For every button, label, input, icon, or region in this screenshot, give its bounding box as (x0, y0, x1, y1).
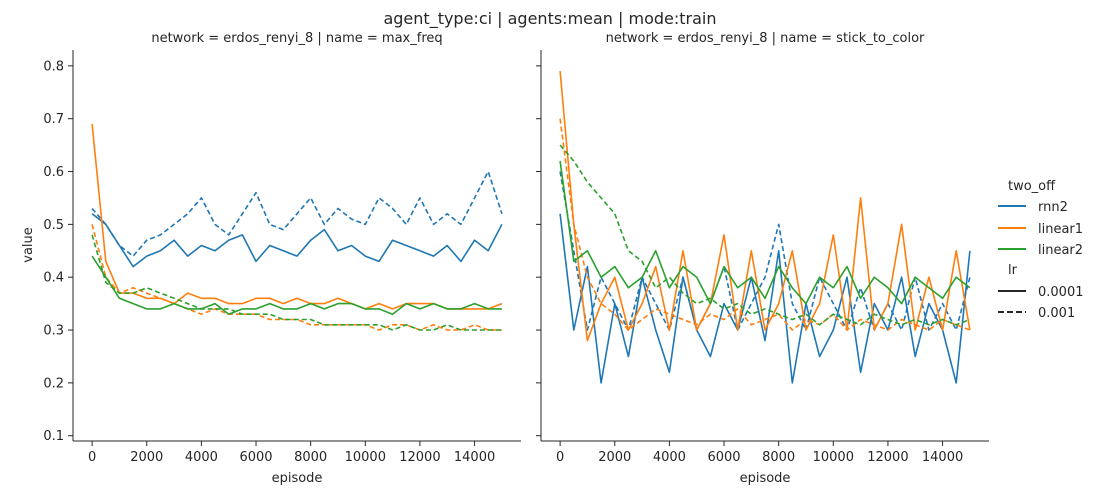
panel-max-freq-xlabel: episode (272, 471, 323, 486)
series-line-rnn2-lr-0.0001 (559, 213, 971, 384)
series-line-linear1-lr-0.0001 (559, 71, 971, 342)
x-tick-label: 4000 (653, 450, 686, 465)
series-line-linear2-lr-0.001 (559, 144, 971, 326)
legend-style-title: lr (1008, 263, 1018, 278)
series-line-linear1-lr-0.001 (91, 224, 502, 331)
x-tick-label: 10000 (345, 450, 386, 465)
legend-label-lr-0.001: 0.001 (1038, 306, 1075, 321)
y-tick-label: 0.1 (43, 429, 64, 444)
x-tick-label: 12000 (399, 450, 440, 465)
x-tick-label: 10000 (813, 450, 854, 465)
panel-stick-to-color-title: network = erdos_renyi_8 | name = stick_t… (606, 31, 925, 46)
x-tick-label: 8000 (294, 450, 327, 465)
panel-max-freq-axes: 0 2000 4000 6000 8000 10000 12000 14000 0.1 0.2 0.… (43, 50, 521, 465)
panel-stick-to-color-series (559, 71, 971, 384)
figure-suptitle: agent_type:ci | agents:mean | mode:train (383, 9, 716, 29)
series-line-linear1-lr-0.001 (559, 118, 971, 331)
legend-label-linear1: linear1 (1038, 222, 1083, 237)
x-tick-label: 2000 (598, 450, 631, 465)
legend-label-rnn2: rnn2 (1038, 200, 1068, 215)
y-tick-label: 0.3 (43, 324, 64, 339)
x-tick-label: 6000 (707, 450, 740, 465)
panel-stick-to-color: network = erdos_renyi_8 | name = stick_t… (536, 31, 989, 486)
y-tick-label: 0.4 (43, 271, 64, 286)
y-tick-label: 0.5 (43, 218, 64, 233)
y-tick-label: 0.8 (43, 59, 64, 74)
x-tick-label: 4000 (185, 450, 218, 465)
series-line-rnn2-lr-0.001 (91, 170, 503, 257)
series-line-linear2-lr-0.0001 (559, 160, 971, 305)
legend-label-linear2: linear2 (1038, 243, 1083, 258)
x-tick-label: 6000 (239, 450, 272, 465)
x-tick-label: 0 (556, 450, 564, 465)
y-tick-label: 0.6 (43, 165, 64, 180)
x-tick-label: 8000 (762, 450, 795, 465)
x-tick-label: 0 (88, 450, 96, 465)
panel-max-freq-title: network = erdos_renyi_8 | name = max_fre… (151, 31, 442, 46)
x-tick-label: 14000 (922, 450, 963, 465)
legend-label-lr-0.0001: 0.0001 (1038, 285, 1084, 300)
legend: two_off rnn2 linear1 linear2 lr 0.0001 0… (998, 179, 1084, 321)
x-tick-label: 14000 (454, 450, 495, 465)
panel-stick-to-color-axes: 0 2000 4000 6000 8000 10000 12000 14000 (536, 50, 989, 465)
series-line-linear2-lr-0.0001 (91, 255, 502, 316)
y-tick-label: 0.7 (43, 112, 64, 127)
legend-hue-title: two_off (1008, 179, 1056, 194)
panel-max-freq-ylabel: value (21, 227, 36, 263)
panel-stick-to-color-xlabel: episode (740, 471, 791, 486)
series-line-linear2-lr-0.001 (91, 234, 502, 331)
series-line-linear1-lr-0.0001 (91, 123, 503, 310)
panel-max-freq-series (91, 123, 503, 331)
x-tick-label: 2000 (130, 450, 163, 465)
panel-max-freq: network = erdos_renyi_8 | name = max_fre… (21, 31, 521, 486)
x-tick-label: 12000 (867, 450, 908, 465)
series-line-rnn2-lr-0.0001 (91, 213, 503, 268)
y-tick-label: 0.2 (43, 376, 64, 391)
